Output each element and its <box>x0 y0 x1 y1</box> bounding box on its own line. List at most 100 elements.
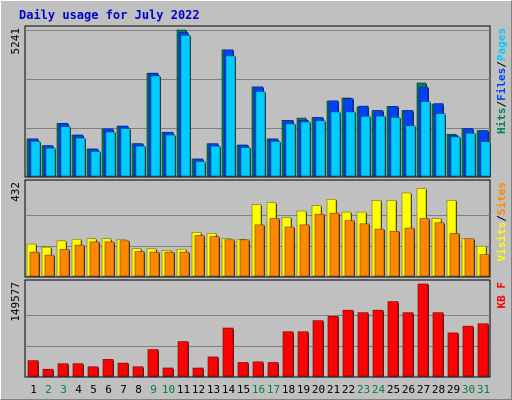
bar-kb-f-day-18-face <box>282 331 294 377</box>
legend-hits-files-pages: Hits/Files/Pages <box>495 28 508 134</box>
bar-pages-day-11-face <box>180 35 191 177</box>
bar-kb-f-day-16 <box>252 361 264 377</box>
bar-kb-f-day-12-face <box>192 367 204 377</box>
bar-sites-day-9 <box>149 251 160 277</box>
bar-sites-day-15 <box>239 239 250 277</box>
bar-kb-f-day-9 <box>147 349 159 377</box>
legend-item-files: Files <box>495 68 508 101</box>
bar-kb-f-day-7-face <box>117 362 129 377</box>
bar-kb-f-day-19 <box>297 331 309 377</box>
bar-kb-f-day-9-face <box>147 349 159 377</box>
legend-kbytes: KB F <box>495 282 508 309</box>
legend-item-kb-f: KB F <box>495 282 508 309</box>
bar-sites-day-7-face <box>119 240 130 277</box>
bar-pages-day-3 <box>60 126 71 177</box>
bar-pages-day-22 <box>345 111 356 177</box>
bar-sites-day-22-face <box>344 220 355 277</box>
bar-sites-day-20-face <box>314 213 325 277</box>
bar-pages-day-2 <box>45 147 56 177</box>
bar-kb-f-day-16-face <box>252 361 264 377</box>
bar-kb-f-day-17-face <box>267 362 279 377</box>
bar-sites-day-19 <box>299 224 310 277</box>
bar-kb-f-day-26 <box>402 312 414 377</box>
bar-sites-day-10-face <box>164 251 175 277</box>
bar-kb-f-day-4-face <box>72 363 84 377</box>
bar-kb-f-day-8-face <box>132 366 144 377</box>
bar-kb-f-day-20 <box>312 320 324 377</box>
bar-pages-day-11 <box>180 35 191 177</box>
bar-pages-day-30-face <box>465 133 476 177</box>
bar-pages-day-10-face <box>165 134 176 177</box>
bar-pages-day-28 <box>435 113 446 177</box>
bar-pages-day-4-face <box>75 137 86 177</box>
bar-pages-day-1 <box>30 141 41 177</box>
bar-pages-day-30 <box>465 133 476 177</box>
bar-kb-f-day-23 <box>357 312 369 377</box>
bar-pages-day-29 <box>450 136 461 177</box>
bar-sites-day-24 <box>374 228 385 277</box>
bar-sites-day-4-face <box>74 244 85 277</box>
legend-separator: / <box>495 101 508 108</box>
bar-pages-day-5 <box>90 151 101 177</box>
bar-pages-day-4 <box>75 137 86 177</box>
bar-pages-day-13-face <box>210 145 221 177</box>
bar-kb-f-day-10 <box>162 367 174 377</box>
bar-kb-f-day-23-face <box>357 312 369 377</box>
bar-sites-day-17 <box>269 218 280 277</box>
bar-kb-f-day-30-face <box>462 325 474 377</box>
bar-sites-day-6 <box>104 241 115 277</box>
x-tick-label-day-19: 19 <box>297 383 310 396</box>
bar-sites-day-29 <box>449 233 460 277</box>
bar-kb-f-day-22-face <box>342 309 354 377</box>
x-tick-label-day-12: 12 <box>192 383 205 396</box>
bar-pages-day-26-face <box>405 125 416 177</box>
bar-pages-day-22-face <box>345 111 356 177</box>
bar-sites-day-18-face <box>284 226 295 277</box>
bar-kb-f-day-26-face <box>402 312 414 377</box>
bar-kb-f-day-25-face <box>387 301 399 377</box>
bar-kb-f-day-14 <box>222 327 234 377</box>
bar-pages-day-29-face <box>450 136 461 177</box>
bar-pages-day-8 <box>135 145 146 177</box>
bar-pages-day-27-face <box>420 101 431 177</box>
bar-kb-f-day-24-face <box>372 309 384 377</box>
y-max-label: 432 <box>9 182 22 202</box>
bar-kb-f-day-8 <box>132 366 144 377</box>
bar-sites-day-2 <box>44 254 55 277</box>
bar-pages-day-31 <box>480 141 491 177</box>
bar-kb-f-day-29-face <box>447 332 459 377</box>
bar-kb-f-day-28-face <box>432 312 444 377</box>
panel-kbytes: 149577 KB F <box>9 279 508 378</box>
legend-visits-sites: Visits/Sites <box>495 182 508 262</box>
bar-pages-day-6 <box>105 131 116 177</box>
legend-item-visits: Visits <box>495 222 508 262</box>
bar-pages-day-3-face <box>60 126 71 177</box>
bar-pages-day-15-face <box>240 147 251 177</box>
bar-sites-day-2-face <box>44 254 55 277</box>
bar-pages-day-28-face <box>435 113 446 177</box>
bar-sites-day-21-face <box>329 212 340 277</box>
bar-sites-day-15-face <box>239 239 250 277</box>
bar-sites-day-11-face <box>179 251 190 277</box>
bar-sites-day-1 <box>29 251 40 277</box>
bar-kb-f-day-13-face <box>207 356 219 377</box>
x-tick-label-day-22: 22 <box>342 383 355 396</box>
x-tick-label-day-23: 23 <box>357 383 370 396</box>
x-tick-label-day-2: 2 <box>45 383 52 396</box>
bar-sites-day-5 <box>89 241 100 277</box>
bar-pages-day-18 <box>285 123 296 177</box>
bar-kb-f-day-15 <box>237 362 249 377</box>
bar-sites-day-23 <box>359 223 370 277</box>
bar-pages-day-9-face <box>150 75 161 177</box>
bar-kb-f-day-25 <box>387 301 399 377</box>
bar-pages-day-21-face <box>330 111 341 177</box>
bar-sites-day-1-face <box>29 251 40 277</box>
bar-kb-f-day-7 <box>117 362 129 377</box>
x-tick-label-day-3: 3 <box>60 383 67 396</box>
bar-sites-day-13-face <box>209 236 220 277</box>
bar-sites-day-8 <box>134 251 145 277</box>
bar-sites-day-22 <box>344 220 355 277</box>
bar-sites-day-25-face <box>389 230 400 277</box>
x-tick-label-day-15: 15 <box>237 383 250 396</box>
